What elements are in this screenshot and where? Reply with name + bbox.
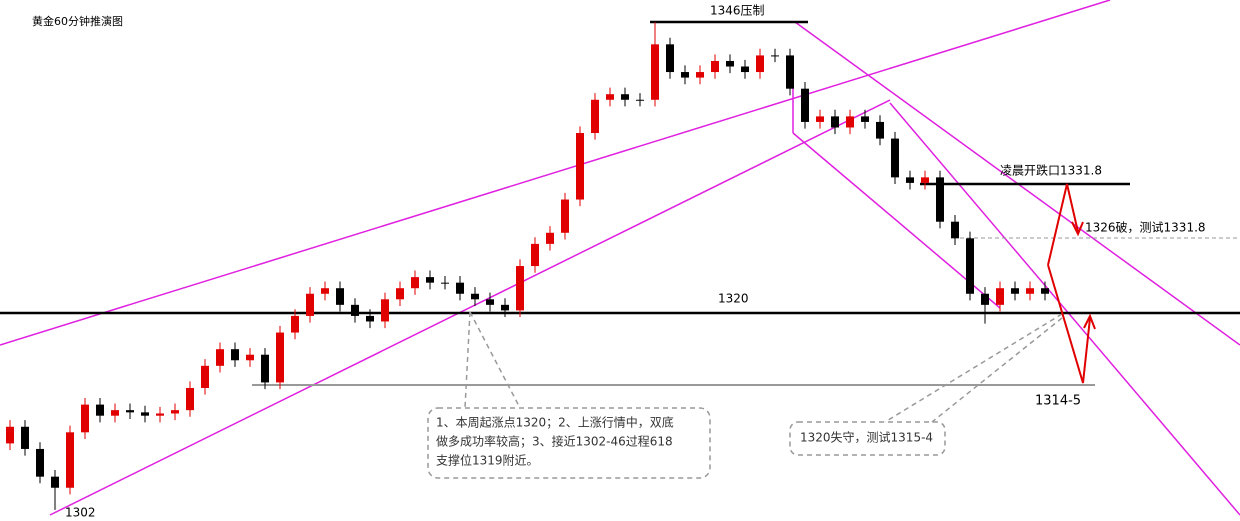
candle-body xyxy=(756,55,764,73)
note-text: 1320失守，测试1315-4 xyxy=(800,430,933,445)
candle-body xyxy=(66,432,74,488)
candle-body xyxy=(1041,288,1049,294)
candle-body xyxy=(261,354,269,383)
candle-body xyxy=(141,412,149,416)
callout xyxy=(427,311,1063,479)
note-text: 1、本周起涨点1320；2、上涨行情中，双底 xyxy=(436,415,674,430)
candle-body xyxy=(516,266,524,311)
candle-body xyxy=(126,410,134,413)
candle-body xyxy=(651,44,659,100)
candle-body xyxy=(981,293,989,305)
candle-body xyxy=(111,410,119,416)
candle-body xyxy=(6,426,14,444)
candle-body xyxy=(621,94,629,100)
channel-line xyxy=(792,132,1001,309)
candle-body xyxy=(771,55,779,57)
candle-body xyxy=(366,315,374,322)
candle-body xyxy=(726,60,734,67)
candle-body xyxy=(891,138,899,178)
candle-body xyxy=(786,55,794,89)
candle-body xyxy=(321,288,329,294)
candle-body xyxy=(471,293,479,300)
candle-body xyxy=(696,72,704,78)
candle-body xyxy=(711,60,719,73)
candle-body xyxy=(351,304,359,316)
channel-line xyxy=(0,0,1111,346)
candle-body xyxy=(381,299,389,322)
candle-body xyxy=(936,177,944,222)
annotation: 1320 xyxy=(718,292,749,306)
candle-body xyxy=(411,277,419,289)
candle-body xyxy=(441,282,449,284)
candle-body xyxy=(231,349,239,361)
candle-body xyxy=(186,387,194,411)
candle-body xyxy=(816,116,824,122)
candle-body xyxy=(531,243,539,267)
candle-body xyxy=(216,349,224,366)
candle-body xyxy=(876,121,884,139)
candle-body xyxy=(201,365,209,388)
chart-title: 黄金60分钟推演图 xyxy=(32,14,123,28)
candle-body xyxy=(276,332,284,383)
candle-body xyxy=(156,413,164,416)
candle-body xyxy=(666,44,674,73)
candle-body xyxy=(606,94,614,100)
candle-body xyxy=(396,288,404,300)
candle-body xyxy=(336,288,344,305)
candle-body xyxy=(681,72,689,78)
candle-body xyxy=(951,221,959,239)
annotation: 1314-5 xyxy=(1035,394,1081,409)
candle-body xyxy=(246,354,254,361)
candle-body xyxy=(291,315,299,333)
candle-body xyxy=(51,476,59,488)
candle-body xyxy=(306,293,314,316)
candle-body xyxy=(846,116,854,128)
candle-body xyxy=(1011,288,1019,294)
annotation: 1346压制 xyxy=(710,4,765,18)
candle-body xyxy=(21,426,29,449)
candle-body xyxy=(1026,288,1034,294)
candle-body xyxy=(486,299,494,305)
candle-body xyxy=(921,177,929,183)
forecast-arrow xyxy=(1047,183,1096,384)
candle-body xyxy=(96,404,104,416)
candle-body xyxy=(591,99,599,134)
candle-body xyxy=(996,288,1004,305)
candle-body xyxy=(966,238,974,294)
note-text: 做多成功率较高；3、接近1302-46过程618 xyxy=(436,434,673,449)
candle-body xyxy=(561,199,569,233)
candle-body xyxy=(81,404,89,433)
candle-body xyxy=(741,66,749,73)
candle-body xyxy=(456,282,464,294)
candle-body xyxy=(546,232,554,244)
annotation: 凌晨开跌口1331.8 xyxy=(1000,163,1102,178)
candle-body xyxy=(831,116,839,128)
candle-body xyxy=(906,177,914,183)
annotation: 1302 xyxy=(65,506,96,520)
candle-body xyxy=(801,88,809,122)
candle-body xyxy=(576,133,584,200)
candle-body xyxy=(171,410,179,414)
candle-body xyxy=(501,304,509,311)
candle-body xyxy=(636,99,644,101)
note-text: 支撑位1319附近。 xyxy=(436,453,539,468)
candle-body xyxy=(426,277,434,283)
annotation: 1326破，测试1331.8 xyxy=(1085,220,1206,235)
channel-line xyxy=(889,102,1240,516)
candle-body xyxy=(861,116,869,122)
channel-line xyxy=(49,99,891,516)
candle-body xyxy=(36,448,44,477)
